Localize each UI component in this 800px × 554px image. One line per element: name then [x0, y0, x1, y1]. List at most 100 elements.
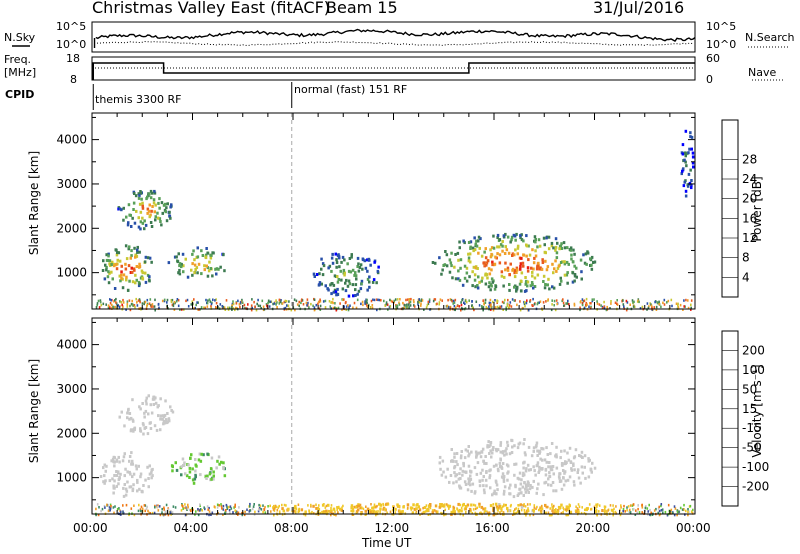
echo-cell — [412, 511, 414, 514]
echo-cell — [298, 304, 300, 308]
echo-cell — [126, 416, 129, 420]
echo-cell — [635, 509, 637, 512]
echo-cell — [683, 508, 685, 511]
echo-cell — [531, 274, 534, 278]
echo-cell — [554, 248, 557, 252]
echo-cell — [657, 507, 660, 510]
echo-cell — [547, 511, 550, 514]
echo-cell — [285, 300, 288, 303]
echo-cell — [306, 304, 308, 307]
echo-cell — [150, 476, 153, 480]
echo-cell — [448, 507, 450, 510]
echo-cell — [623, 504, 625, 508]
echo-cell — [688, 181, 692, 185]
echo-cell — [511, 254, 514, 257]
echo-cell — [368, 275, 371, 279]
echo-cell — [208, 513, 210, 517]
echo-cell — [440, 505, 443, 508]
echo-cell — [298, 300, 300, 304]
echo-cell — [547, 483, 550, 487]
echo-cell — [345, 278, 348, 282]
echo-cell — [312, 304, 314, 308]
echo-cell — [417, 303, 419, 306]
echo-cell — [356, 256, 360, 260]
echo-cell — [449, 298, 452, 301]
echo-cell — [342, 504, 344, 508]
echo-cell — [520, 289, 523, 293]
echo-cell — [525, 301, 528, 305]
echo-cell — [433, 298, 436, 301]
echo-cell — [95, 306, 98, 309]
echo-cell — [598, 303, 601, 306]
echo-cell — [354, 505, 357, 509]
velocity-cbar-frame — [721, 330, 739, 507]
echo-cell — [109, 503, 112, 507]
echo-cell — [471, 512, 474, 515]
echo-cell — [129, 213, 132, 217]
echo-cell — [349, 270, 353, 274]
echo-cell — [558, 472, 561, 476]
echo-cell — [476, 286, 480, 290]
echo-cell — [465, 511, 467, 514]
echo-cell — [210, 302, 213, 306]
echo-cell — [587, 457, 590, 461]
echo-cell — [387, 308, 389, 311]
echo-cell — [212, 251, 215, 255]
echo-cell — [394, 507, 397, 511]
echo-cell — [455, 452, 459, 455]
echo-cell — [491, 451, 494, 455]
echo-cell — [168, 215, 172, 218]
echo-cell — [485, 484, 488, 488]
echo-cell — [310, 505, 312, 508]
echo-cell — [492, 503, 495, 506]
x-axis-label: Time UT — [362, 536, 412, 550]
echo-cell — [398, 509, 401, 513]
echo-cell — [667, 299, 670, 303]
echo-cell — [147, 394, 150, 398]
power-cbar-tick-label: 12 — [742, 231, 757, 245]
echo-cell — [566, 302, 569, 305]
echo-cell — [186, 275, 190, 279]
echo-cell — [472, 249, 475, 253]
echo-cell — [203, 264, 206, 268]
echo-cell — [512, 495, 516, 499]
echo-cell — [543, 250, 547, 254]
echo-cell — [387, 503, 390, 506]
power-cbar-label: Power [dB] — [750, 176, 764, 242]
echo-cell — [490, 268, 493, 272]
echo-cell — [547, 477, 550, 481]
echo-cell — [126, 305, 129, 308]
echo-cell — [492, 446, 495, 449]
echo-cell — [353, 273, 356, 277]
echo-cell — [527, 258, 530, 262]
echo-cell — [409, 300, 412, 304]
echo-cell — [463, 470, 467, 474]
nsearch-label: N.Search — [745, 31, 795, 44]
echo-cell — [270, 510, 272, 513]
cpid-program-1: themis 3300 RF — [95, 93, 182, 106]
echo-cell — [125, 278, 128, 282]
echo-cell — [471, 304, 473, 308]
echo-cell — [619, 513, 622, 517]
echo-cell — [457, 277, 460, 281]
echo-cell — [350, 504, 354, 508]
echo-cell — [474, 242, 477, 246]
echo-cell — [445, 264, 449, 268]
echo-cell — [385, 301, 388, 304]
echo-cell — [545, 505, 548, 509]
echo-cell — [113, 486, 116, 490]
echo-cell — [690, 510, 693, 514]
echo-cell — [146, 207, 150, 211]
echo-cell — [368, 285, 371, 289]
echo-cell — [580, 465, 584, 469]
echo-cell — [549, 507, 551, 510]
echo-cell — [515, 287, 519, 291]
echo-cell — [616, 299, 618, 302]
echo-cell — [428, 505, 430, 509]
echo-cell — [454, 308, 456, 312]
echo-cell — [287, 507, 290, 511]
echo-cell — [673, 505, 676, 508]
echo-cell — [331, 509, 333, 513]
echo-cell — [431, 509, 435, 513]
echo-cell — [592, 261, 595, 264]
